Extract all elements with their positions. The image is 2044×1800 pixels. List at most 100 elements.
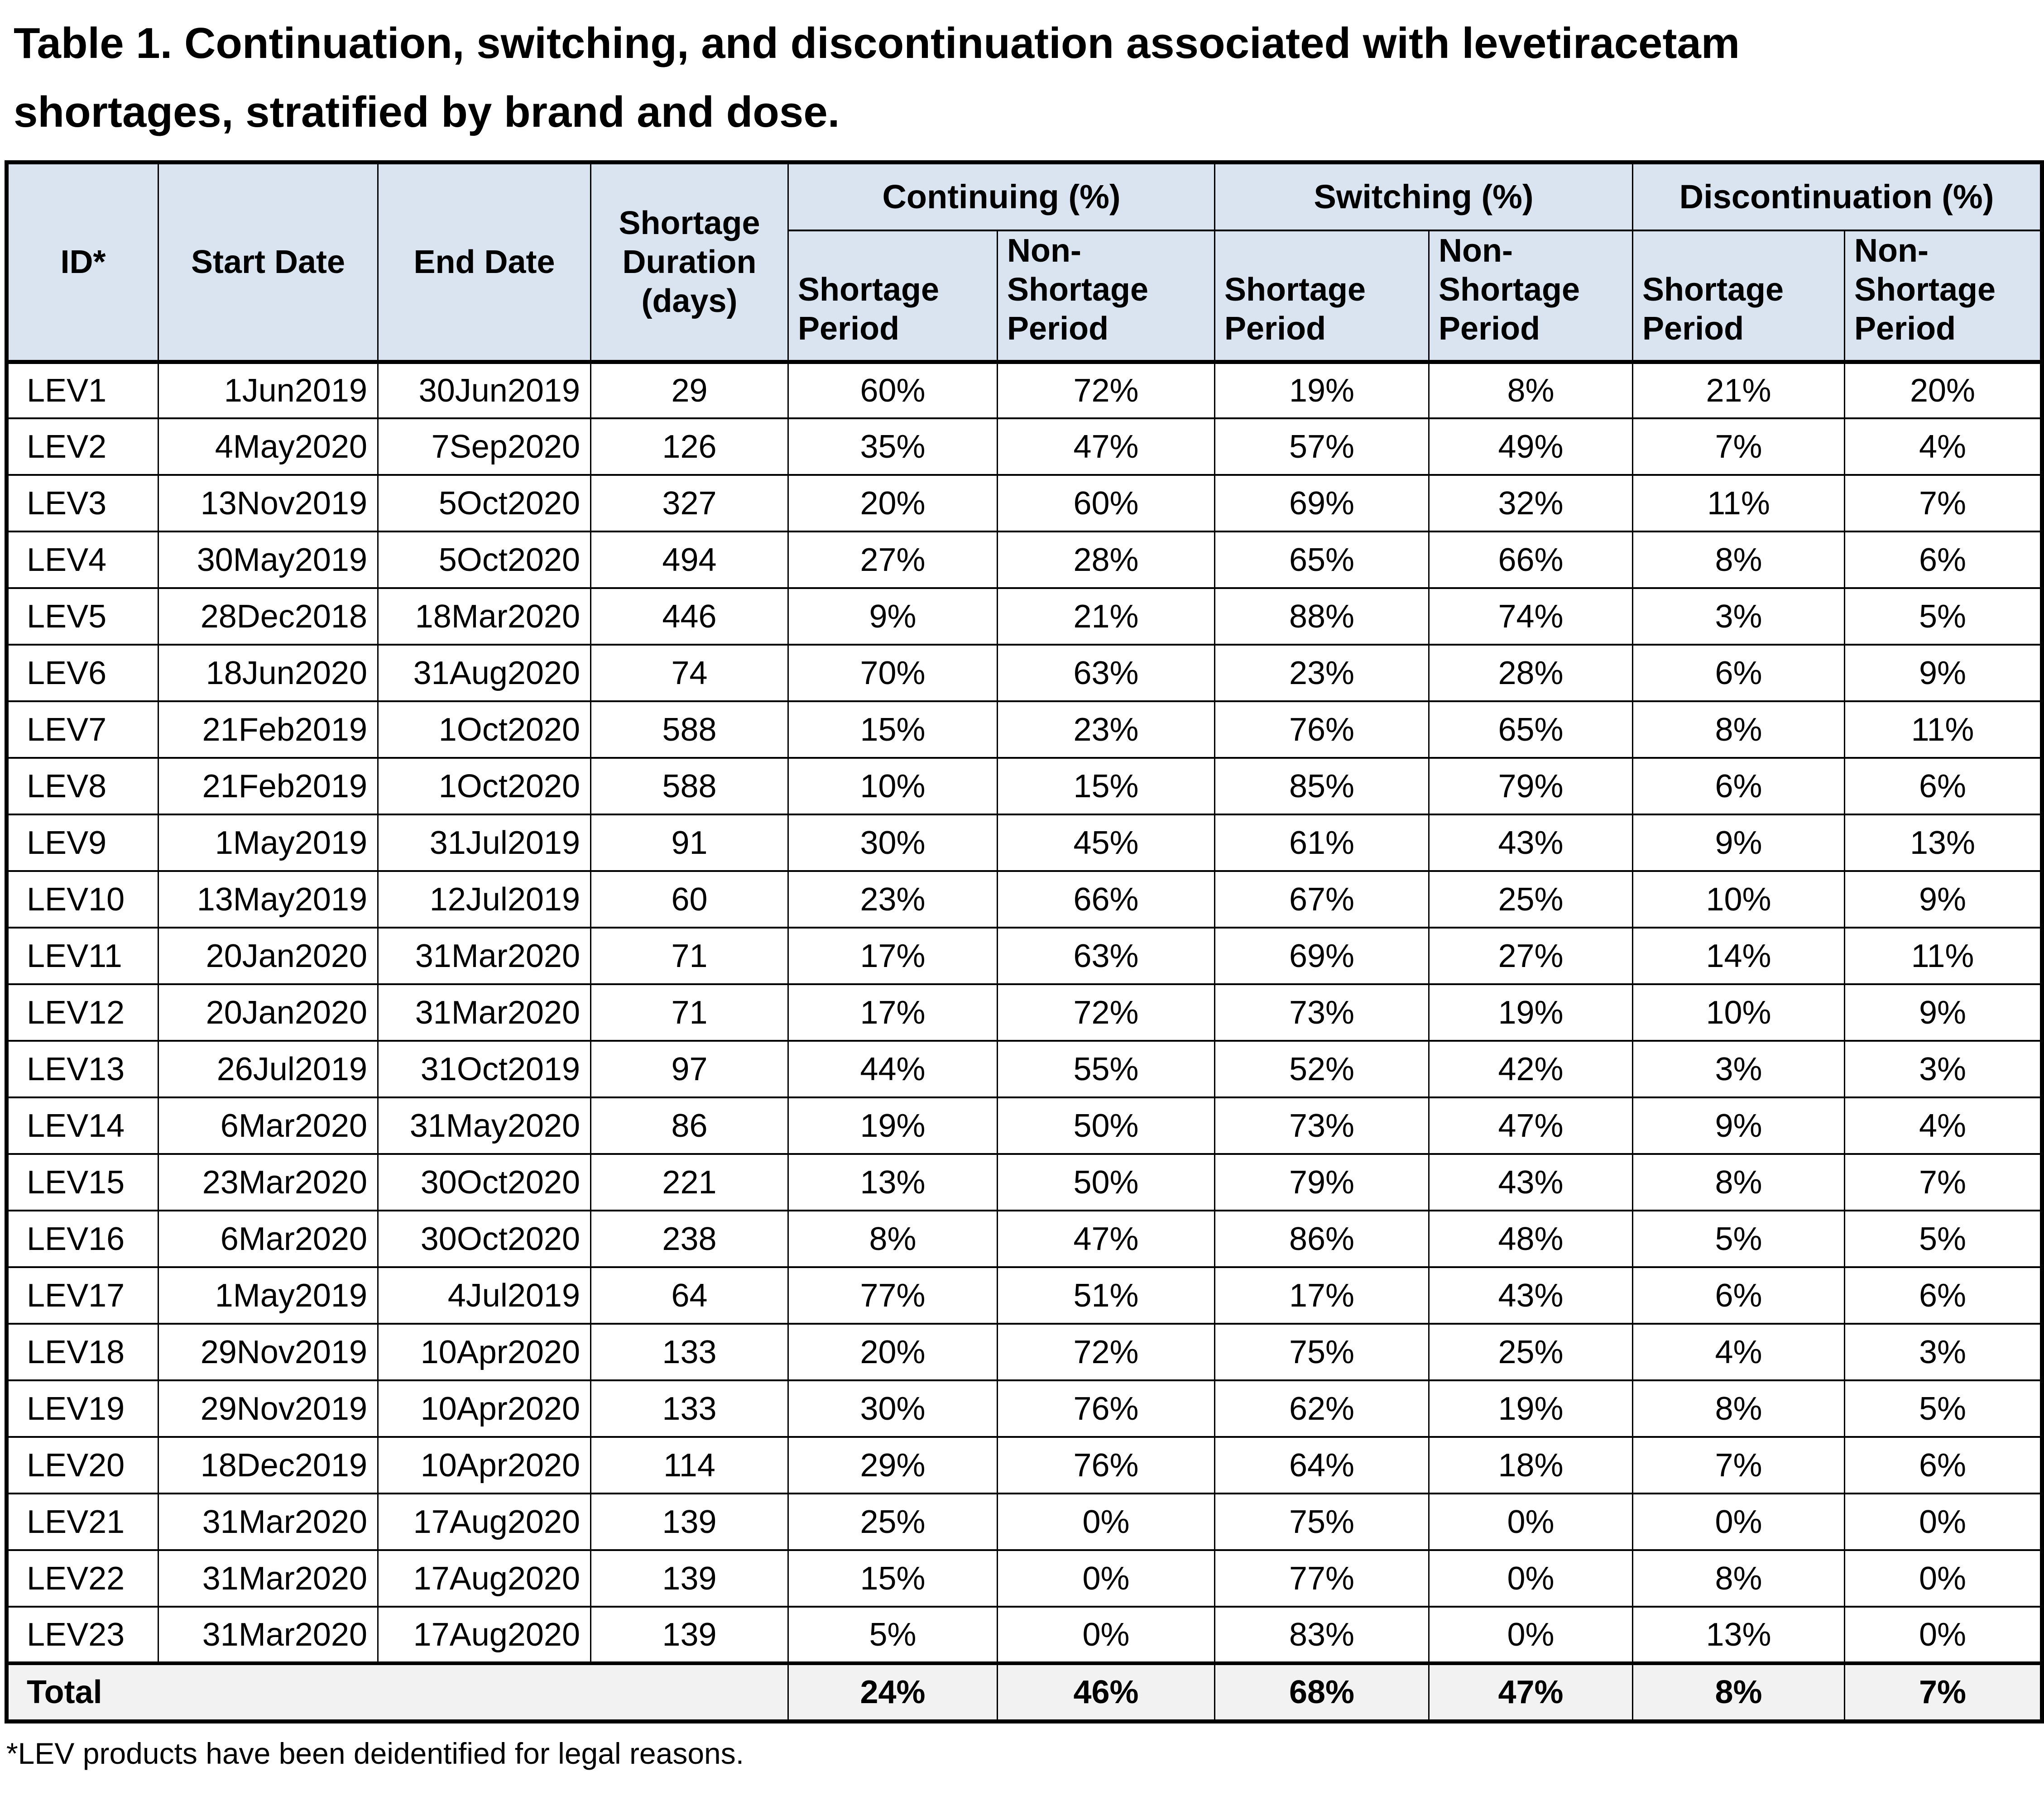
subheader-switching-nonshortage: Non- Shortage Period xyxy=(1428,229,1633,364)
cell-duration: 97 xyxy=(590,1040,789,1098)
cell-continuing-shortage: 44% xyxy=(787,1040,998,1098)
header-id: ID* xyxy=(6,161,159,364)
cell-switching-nonshortage: 19% xyxy=(1428,983,1633,1042)
shortage-table: ID* Start Date End Date Shortage Duratio… xyxy=(5,160,2044,1723)
header-shortage-duration: Shortage Duration (days) xyxy=(590,161,789,364)
table-row: LEV11 20Jan2020 31Mar2020 71 17% 63% 69%… xyxy=(6,927,2043,985)
subheader-continuing-shortage: Shortage Period xyxy=(787,229,998,364)
cell-start-date: 6Mar2020 xyxy=(158,1210,379,1268)
group-header-switching: Switching (%) xyxy=(1214,161,1633,231)
cell-duration: 588 xyxy=(590,757,789,815)
cell-discontinuation-shortage: 7% xyxy=(1632,417,1845,476)
cell-switching-shortage: 85% xyxy=(1214,757,1430,815)
cell-id: LEV5 xyxy=(6,587,159,646)
cell-discontinuation-nonshortage: 3% xyxy=(1843,1040,2043,1098)
cell-switching-nonshortage: 47% xyxy=(1428,1096,1633,1155)
cell-continuing-shortage: 25% xyxy=(787,1493,998,1551)
cell-discontinuation-nonshortage: 0% xyxy=(1843,1606,2043,1664)
cell-switching-shortage: 77% xyxy=(1214,1549,1430,1608)
cell-start-date: 20Jan2020 xyxy=(158,927,379,985)
cell-switching-shortage: 52% xyxy=(1214,1040,1430,1098)
cell-continuing-shortage: 29% xyxy=(787,1436,998,1494)
cell-switching-shortage: 88% xyxy=(1214,587,1430,646)
cell-switching-nonshortage: 18% xyxy=(1428,1436,1633,1494)
cell-id: LEV2 xyxy=(6,417,159,476)
cell-continuing-shortage: 9% xyxy=(787,587,998,646)
table-row: LEV22 31Mar2020 17Aug2020 139 15% 0% 77%… xyxy=(6,1549,2043,1608)
table-row: LEV3 13Nov2019 5Oct2020 327 20% 60% 69% … xyxy=(6,474,2043,532)
cell-continuing-nonshortage: 23% xyxy=(997,700,1215,759)
cell-discontinuation-shortage: 8% xyxy=(1632,531,1845,589)
cell-end-date: 30Jun2019 xyxy=(377,361,591,419)
cell-duration: 139 xyxy=(590,1549,789,1608)
cell-discontinuation-shortage: 7% xyxy=(1632,1436,1845,1494)
table-row: LEV9 1May2019 31Jul2019 91 30% 45% 61% 4… xyxy=(6,814,2043,872)
cell-id: LEV12 xyxy=(6,983,159,1042)
cell-duration: 91 xyxy=(590,814,789,872)
table-row: LEV12 20Jan2020 31Mar2020 71 17% 72% 73%… xyxy=(6,983,2043,1042)
cell-discontinuation-nonshortage: 11% xyxy=(1843,927,2043,985)
cell-continuing-shortage: 5% xyxy=(787,1606,998,1664)
cell-end-date: 17Aug2020 xyxy=(377,1493,591,1551)
cell-end-date: 17Aug2020 xyxy=(377,1606,591,1664)
cell-duration: 29 xyxy=(590,361,789,419)
cell-discontinuation-nonshortage: 6% xyxy=(1843,757,2043,815)
cell-duration: 139 xyxy=(590,1606,789,1664)
cell-switching-shortage: 64% xyxy=(1214,1436,1430,1494)
cell-discontinuation-shortage: 21% xyxy=(1632,361,1845,419)
cell-switching-shortage: 86% xyxy=(1214,1210,1430,1268)
cell-discontinuation-nonshortage: 5% xyxy=(1843,587,2043,646)
cell-continuing-nonshortage: 28% xyxy=(997,531,1215,589)
cell-switching-shortage: 75% xyxy=(1214,1323,1430,1381)
cell-continuing-nonshortage: 76% xyxy=(997,1379,1215,1438)
cell-end-date: 12Jul2019 xyxy=(377,870,591,929)
cell-switching-shortage: 69% xyxy=(1214,927,1430,985)
cell-continuing-shortage: 19% xyxy=(787,1096,998,1155)
cell-end-date: 31Oct2019 xyxy=(377,1040,591,1098)
cell-discontinuation-shortage: 9% xyxy=(1632,814,1845,872)
cell-discontinuation-shortage: 3% xyxy=(1632,1040,1845,1098)
cell-duration: 133 xyxy=(590,1379,789,1438)
cell-continuing-shortage: 77% xyxy=(787,1266,998,1325)
table-row: LEV1 1Jun2019 30Jun2019 29 60% 72% 19% 8… xyxy=(6,361,2043,419)
cell-duration: 238 xyxy=(590,1210,789,1268)
cell-end-date: 5Oct2020 xyxy=(377,474,591,532)
cell-continuing-nonshortage: 72% xyxy=(997,983,1215,1042)
cell-discontinuation-nonshortage: 3% xyxy=(1843,1323,2043,1381)
cell-id: LEV1 xyxy=(6,361,159,419)
table-row: LEV2 4May2020 7Sep2020 126 35% 47% 57% 4… xyxy=(6,417,2043,476)
cell-start-date: 18Jun2020 xyxy=(158,644,379,702)
cell-end-date: 30Oct2020 xyxy=(377,1210,591,1268)
cell-switching-shortage: 79% xyxy=(1214,1153,1430,1211)
cell-discontinuation-shortage: 8% xyxy=(1632,1379,1845,1438)
cell-id: LEV4 xyxy=(6,531,159,589)
cell-switching-nonshortage: 79% xyxy=(1428,757,1633,815)
cell-continuing-shortage: 30% xyxy=(787,814,998,872)
cell-end-date: 17Aug2020 xyxy=(377,1549,591,1608)
cell-continuing-shortage: 60% xyxy=(787,361,998,419)
cell-discontinuation-shortage: 13% xyxy=(1632,1606,1845,1664)
table-row: LEV7 21Feb2019 1Oct2020 588 15% 23% 76% … xyxy=(6,700,2043,759)
cell-end-date: 31Mar2020 xyxy=(377,927,591,985)
cell-duration: 71 xyxy=(590,927,789,985)
table-row: LEV17 1May2019 4Jul2019 64 77% 51% 17% 4… xyxy=(6,1266,2043,1325)
total-continuing-shortage: 24% xyxy=(787,1661,998,1722)
group-header-discontinuation: Discontinuation (%) xyxy=(1631,161,2043,231)
cell-discontinuation-nonshortage: 13% xyxy=(1843,814,2043,872)
table-row: LEV19 29Nov2019 10Apr2020 133 30% 76% 62… xyxy=(6,1379,2043,1438)
title-line-2: shortages, stratified by brand and dose. xyxy=(14,88,840,136)
total-discontinuation-nonshortage: 7% xyxy=(1843,1661,2043,1722)
table-row: LEV8 21Feb2019 1Oct2020 588 10% 15% 85% … xyxy=(6,757,2043,815)
cell-switching-nonshortage: 48% xyxy=(1428,1210,1633,1268)
cell-switching-shortage: 73% xyxy=(1214,983,1430,1042)
cell-duration: 60 xyxy=(590,870,789,929)
cell-discontinuation-nonshortage: 0% xyxy=(1843,1549,2043,1608)
cell-switching-shortage: 65% xyxy=(1214,531,1430,589)
cell-id: LEV23 xyxy=(6,1606,159,1664)
cell-continuing-shortage: 17% xyxy=(787,927,998,985)
cell-start-date: 23Mar2020 xyxy=(158,1153,379,1211)
cell-start-date: 28Dec2018 xyxy=(158,587,379,646)
cell-start-date: 13Nov2019 xyxy=(158,474,379,532)
group-header-continuing: Continuing (%) xyxy=(787,161,1215,231)
table-row: LEV13 26Jul2019 31Oct2019 97 44% 55% 52%… xyxy=(6,1040,2043,1098)
